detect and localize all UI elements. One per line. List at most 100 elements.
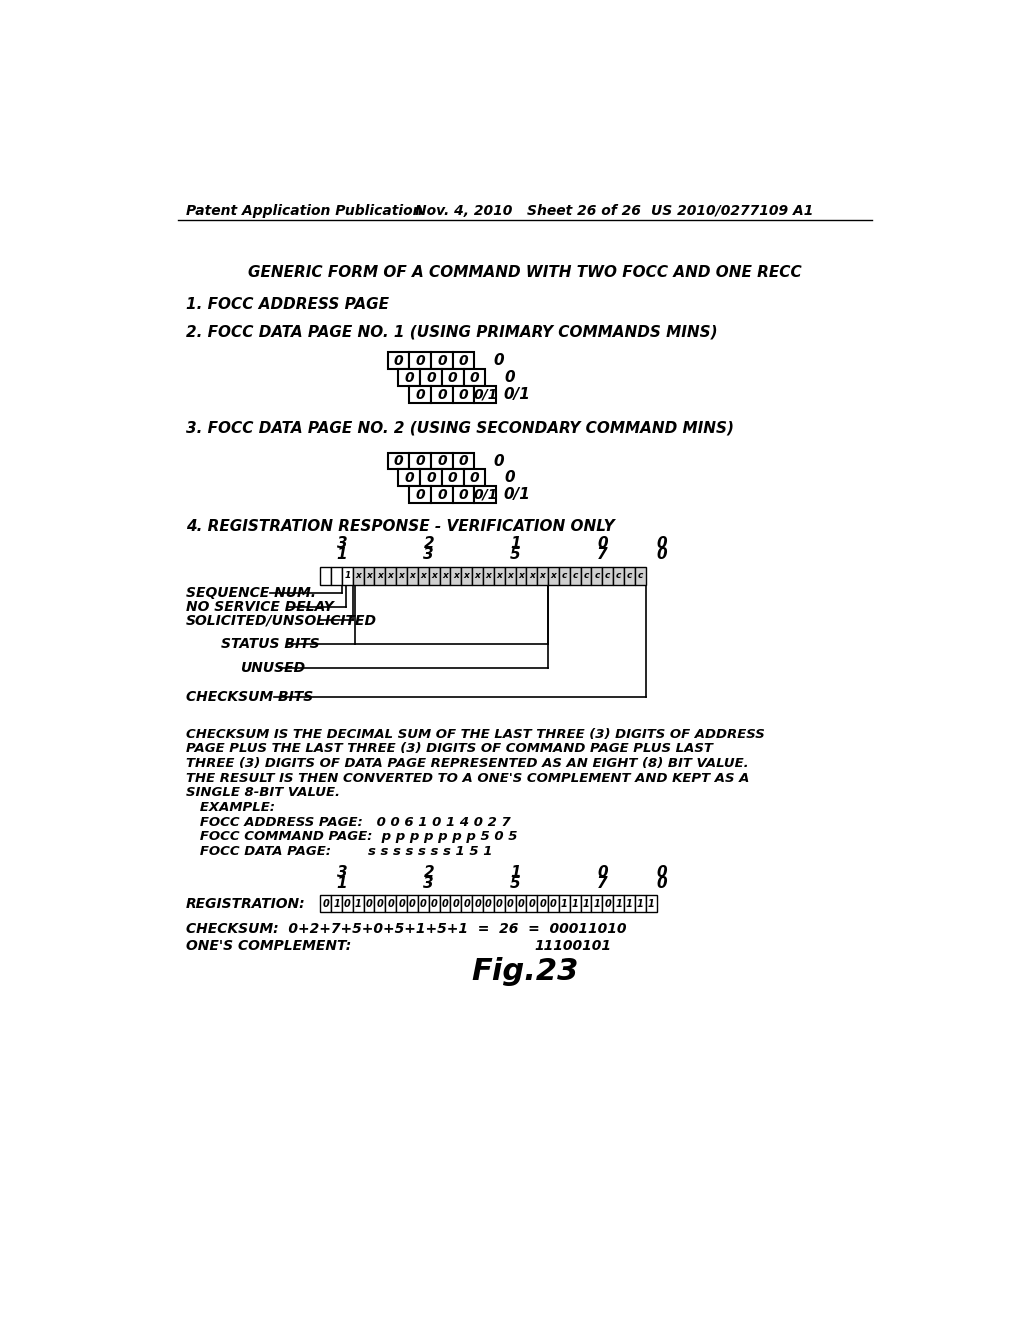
Text: REGISTRATION:: REGISTRATION: — [186, 896, 306, 911]
Bar — [474, 387, 496, 404]
Bar — [431, 387, 453, 404]
Text: 0: 0 — [437, 388, 446, 401]
Text: SOLICITED/UNSOLICITED: SOLICITED/UNSOLICITED — [186, 614, 377, 627]
Bar — [461, 895, 472, 912]
Bar — [451, 895, 461, 912]
Bar — [431, 453, 453, 470]
Text: x: x — [388, 572, 393, 581]
Text: 0: 0 — [404, 471, 414, 484]
Text: 4. REGISTRATION RESPONSE - VERIFICATION ONLY: 4. REGISTRATION RESPONSE - VERIFICATION … — [186, 519, 614, 535]
Text: 0: 0 — [404, 371, 414, 385]
Text: 0: 0 — [496, 899, 503, 908]
Text: 0: 0 — [494, 354, 505, 368]
Bar — [388, 352, 410, 370]
Text: UNUSED: UNUSED — [241, 661, 305, 675]
Text: 1: 1 — [510, 536, 521, 550]
Bar — [410, 352, 431, 370]
Text: 11100101: 11100101 — [535, 939, 612, 953]
Text: 1. FOCC ADDRESS PAGE: 1. FOCC ADDRESS PAGE — [186, 297, 389, 313]
Bar — [388, 453, 410, 470]
Text: 0: 0 — [437, 454, 446, 469]
Text: x: x — [540, 572, 546, 581]
Text: x: x — [485, 572, 492, 581]
Text: 0: 0 — [485, 899, 492, 908]
Bar — [581, 566, 592, 585]
Text: 0: 0 — [437, 488, 446, 502]
Text: CHECKSUM:  0+2+7+5+0+5+1+5+1  =  26  =  00011010: CHECKSUM: 0+2+7+5+0+5+1+5+1 = 26 = 00011… — [186, 923, 627, 936]
Bar — [410, 487, 431, 503]
Text: c: c — [594, 572, 600, 581]
Bar — [453, 487, 474, 503]
Text: 0: 0 — [459, 488, 468, 502]
Text: STATUS BITS: STATUS BITS — [221, 636, 319, 651]
Bar — [592, 895, 602, 912]
Text: 0: 0 — [377, 899, 383, 908]
Bar — [505, 895, 515, 912]
Text: SINGLE 8-BIT VALUE.: SINGLE 8-BIT VALUE. — [186, 787, 340, 800]
Bar — [385, 895, 396, 912]
Text: x: x — [442, 572, 447, 581]
Text: GENERIC FORM OF A COMMAND WITH TWO FOCC AND ONE RECC: GENERIC FORM OF A COMMAND WITH TWO FOCC … — [248, 265, 802, 280]
Bar — [538, 895, 548, 912]
Text: 1: 1 — [637, 899, 644, 908]
Text: 0: 0 — [459, 354, 468, 368]
Text: x: x — [464, 572, 470, 581]
Text: 0: 0 — [470, 371, 479, 385]
Text: FOCC ADDRESS PAGE:   0 0 6 1 0 1 4 0 2 7: FOCC ADDRESS PAGE: 0 0 6 1 0 1 4 0 2 7 — [186, 816, 511, 829]
Text: PAGE PLUS THE LAST THREE (3) DIGITS OF COMMAND PAGE PLUS LAST: PAGE PLUS THE LAST THREE (3) DIGITS OF C… — [186, 742, 713, 755]
Bar — [453, 352, 474, 370]
Text: 1: 1 — [571, 899, 579, 908]
Bar — [439, 895, 451, 912]
Bar — [439, 566, 451, 585]
Bar — [420, 370, 442, 387]
Text: x: x — [355, 572, 361, 581]
Text: 7: 7 — [597, 876, 607, 891]
Text: c: c — [561, 572, 567, 581]
Bar — [364, 566, 375, 585]
Bar — [569, 895, 581, 912]
Text: 0: 0 — [459, 454, 468, 469]
Text: 0: 0 — [656, 876, 668, 891]
Bar — [331, 566, 342, 585]
Text: 0/1: 0/1 — [504, 387, 530, 403]
Text: 0: 0 — [517, 899, 524, 908]
Text: 0: 0 — [323, 899, 329, 908]
Bar — [569, 566, 581, 585]
Text: 0: 0 — [507, 899, 513, 908]
Bar — [331, 895, 342, 912]
Bar — [635, 895, 646, 912]
Text: 1: 1 — [594, 899, 600, 908]
Bar — [581, 895, 592, 912]
Text: 0/1: 0/1 — [473, 388, 498, 401]
Bar — [321, 566, 331, 585]
Text: 0: 0 — [597, 536, 607, 550]
Text: 0: 0 — [441, 899, 449, 908]
Bar — [613, 566, 624, 585]
Text: 0: 0 — [463, 899, 470, 908]
Text: 0: 0 — [604, 899, 611, 908]
Text: ONE'S COMPLEMENT:: ONE'S COMPLEMENT: — [186, 939, 351, 953]
Text: Patent Application Publication: Patent Application Publication — [186, 203, 423, 218]
Text: 0: 0 — [656, 548, 668, 562]
Text: 0: 0 — [393, 454, 403, 469]
Text: THREE (3) DIGITS OF DATA PAGE REPRESENTED AS AN EIGHT (8) BIT VALUE.: THREE (3) DIGITS OF DATA PAGE REPRESENTE… — [186, 758, 749, 770]
Text: 0/1: 0/1 — [504, 487, 530, 503]
Bar — [602, 566, 613, 585]
Text: 0: 0 — [597, 865, 607, 879]
Bar — [483, 566, 494, 585]
Bar — [451, 566, 461, 585]
Text: 3: 3 — [337, 536, 347, 550]
Text: 0: 0 — [470, 471, 479, 484]
Bar — [431, 487, 453, 503]
Text: 0: 0 — [426, 471, 436, 484]
Bar — [396, 566, 407, 585]
Bar — [472, 566, 483, 585]
Text: x: x — [398, 572, 404, 581]
Text: c: c — [638, 572, 643, 581]
Bar — [429, 566, 439, 585]
Text: 0: 0 — [474, 899, 481, 908]
Text: CHECKSUM BITS: CHECKSUM BITS — [186, 690, 313, 705]
Text: 3: 3 — [423, 876, 434, 891]
Bar — [559, 566, 569, 585]
Text: 0: 0 — [447, 371, 458, 385]
